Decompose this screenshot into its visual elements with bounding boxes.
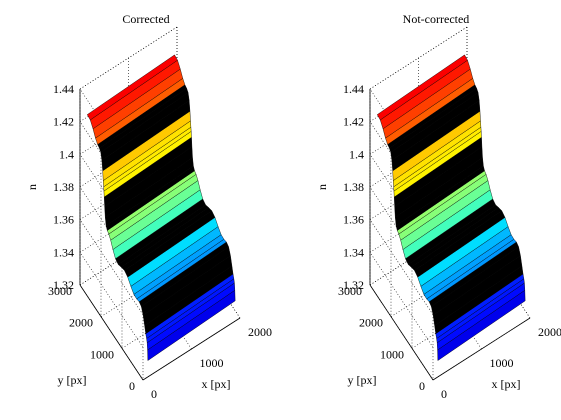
z-axis-label: n (315, 184, 329, 190)
y-tick-label: 1000 (90, 347, 114, 361)
z-tick-label: 1.36 (53, 213, 74, 227)
y-tick-label: 2000 (359, 316, 383, 330)
grid-line (79, 26, 178, 90)
x-tick-label: 0 (151, 387, 157, 401)
y-axis-line (79, 284, 144, 381)
x-tick-label: 1000 (200, 356, 224, 370)
surface (376, 54, 526, 361)
z-tick-label: 1.44 (53, 82, 74, 96)
axes (79, 89, 241, 381)
surface-strip (376, 54, 468, 121)
chart-title: Not-corrected (403, 12, 470, 26)
y-tick-label: 3000 (338, 284, 362, 298)
y-tick-label: 0 (129, 379, 135, 393)
y-axis-label: y [px] (348, 373, 377, 387)
y-tick-label: 2000 (69, 316, 93, 330)
surface-plot-2: 1.32 1.34 1.36 1.38 1.4 1.42 1.44 0 1000 2000 3000… (315, 12, 561, 401)
z-tick-label: 1.42 (53, 115, 74, 129)
surface-strip (86, 54, 178, 121)
x-tick-label: 2000 (248, 325, 272, 339)
z-tick-label: 1.4 (349, 147, 364, 161)
z-tick-label: 1.32 (343, 278, 364, 292)
axes (369, 89, 531, 381)
z-tick-label: 1.34 (53, 245, 74, 259)
x-axis-line (432, 317, 531, 381)
surface-plot-1: 1.32 1.34 1.36 1.38 1.4 1.42 1.44 0 1000 2000 3000… (25, 12, 272, 401)
grid-line (369, 26, 468, 90)
y-tick-label: 0 (419, 379, 425, 393)
y-axis-label: y [px] (58, 373, 87, 387)
x-tick-label: 1000 (490, 356, 514, 370)
surface (86, 54, 236, 361)
x-axis-label: x [px] (202, 377, 231, 391)
z-tick-label: 1.36 (343, 213, 364, 227)
x-axis-line (142, 317, 241, 381)
z-tick-label: 1.38 (343, 180, 364, 194)
x-tick-label: 2000 (538, 325, 561, 339)
tick-labels: 1.32 1.34 1.36 1.38 1.4 1.42 1.44 0 1000 2000 3000… (48, 82, 272, 401)
z-axis-label: n (25, 184, 39, 190)
x-tick-label: 0 (441, 387, 447, 401)
z-tick-label: 1.34 (343, 245, 364, 259)
tick-labels: 1.32 1.34 1.36 1.38 1.4 1.42 1.44 0 1000 2000 3000… (338, 82, 561, 401)
z-tick-label: 1.4 (59, 147, 74, 161)
z-tick-label: 1.32 (53, 278, 74, 292)
y-tick-label: 3000 (48, 284, 72, 298)
z-tick-label: 1.42 (343, 115, 364, 129)
y-tick-label: 1000 (380, 347, 404, 361)
x-axis-label: x [px] (492, 377, 521, 391)
z-tick-label: 1.44 (343, 82, 364, 96)
y-axis-line (369, 284, 434, 381)
z-tick-label: 1.38 (53, 180, 74, 194)
chart-title: Corrected (122, 12, 169, 26)
